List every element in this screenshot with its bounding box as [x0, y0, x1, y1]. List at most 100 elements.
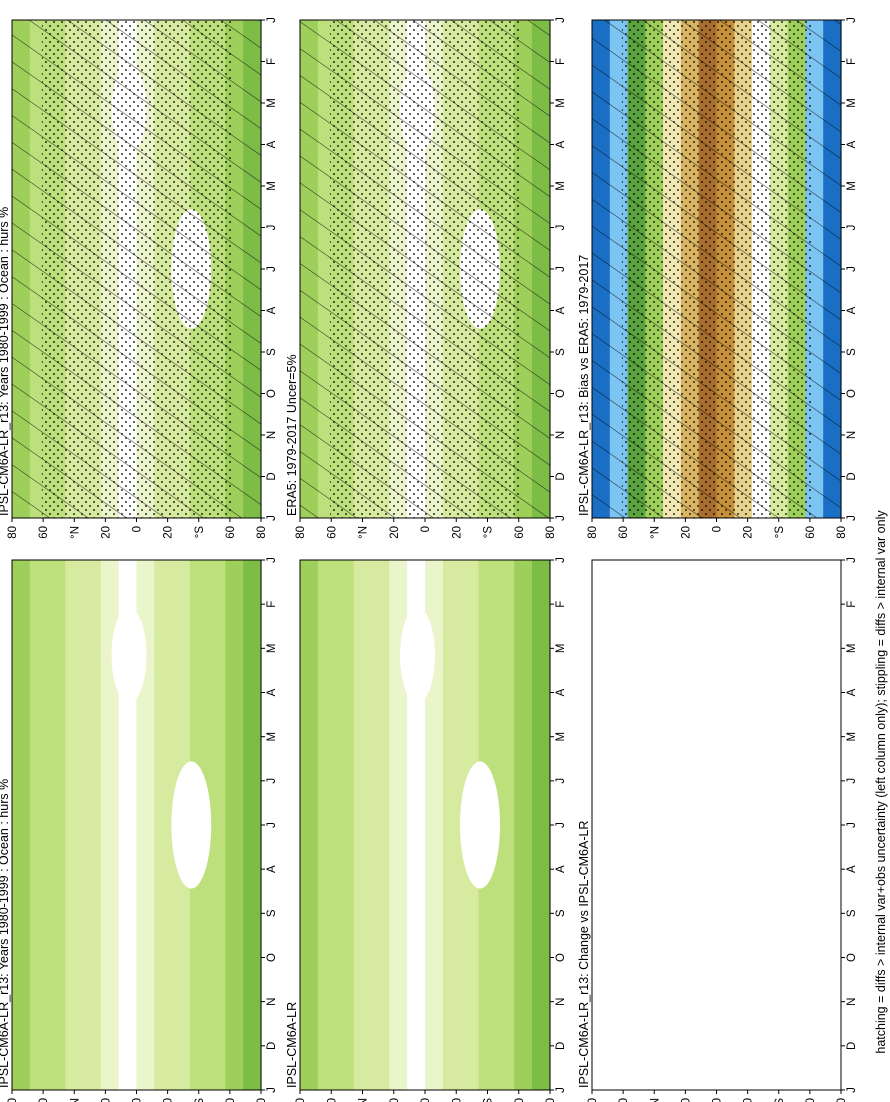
x-tick-label: N — [846, 431, 858, 439]
x-tick-label: M — [846, 732, 858, 742]
y-tick-label: 80 — [7, 1098, 19, 1102]
x-tick-label: S — [266, 348, 278, 356]
field-band — [716, 560, 735, 1090]
y-tick-label: 80 — [7, 526, 19, 539]
x-tick-label: M — [555, 98, 567, 108]
x-tick-label: O — [846, 953, 858, 962]
x-tick-label: J — [846, 778, 858, 784]
field-band — [317, 560, 337, 1090]
x-tick-label: J — [266, 266, 278, 272]
y-tick-label: °N — [358, 526, 370, 539]
field-band — [47, 560, 66, 1090]
x-tick-label: F — [555, 58, 567, 65]
x-tick-label: D — [555, 472, 567, 480]
panel-title: IPSL-CM6A-LR_r13: Years 1980-1999 : Ocea… — [0, 207, 11, 516]
x-tick-label: M — [266, 732, 278, 742]
x-tick-label: J — [266, 557, 278, 563]
y-tick-label: 80 — [256, 1098, 268, 1102]
x-tick-label: F — [555, 601, 567, 608]
x-tick-label: J — [846, 17, 858, 23]
y-tick-label: 80 — [836, 526, 848, 539]
panel-title: IPSL-CM6A-LR_r13: Change vs IPSL-CM6A-LR — [577, 821, 591, 1088]
x-tick-label: F — [266, 601, 278, 608]
field-band — [225, 560, 244, 1090]
x-tick-label: A — [266, 865, 278, 873]
y-tick-label: 0 — [712, 1098, 724, 1102]
field-band — [496, 560, 515, 1090]
x-tick-label: S — [555, 348, 567, 356]
y-tick-label: 60 — [618, 1098, 630, 1102]
x-tick-label: D — [266, 1042, 278, 1050]
y-tick-label: 80 — [256, 526, 268, 539]
x-tick-label: D — [846, 1042, 858, 1050]
field-band — [592, 560, 611, 1090]
field-band — [645, 560, 664, 1090]
x-tick-label: J — [846, 225, 858, 231]
y-tick-label: 0 — [132, 1098, 144, 1102]
y-tick-label: °S — [194, 1098, 206, 1102]
x-tick-label: M — [846, 98, 858, 108]
y-tick-label: 20 — [743, 526, 755, 539]
field-band — [335, 560, 355, 1090]
x-tick-label: J — [846, 557, 858, 563]
x-tick-label: M — [555, 181, 567, 191]
field-band — [243, 560, 262, 1090]
x-tick-label: S — [846, 909, 858, 917]
field-band — [425, 560, 444, 1090]
panel-title: IPSL-CM6A-LR — [285, 1002, 299, 1088]
y-tick-label: °N — [649, 526, 661, 539]
x-tick-label: N — [555, 998, 567, 1006]
x-tick-label: J — [555, 1087, 567, 1093]
x-tick-label: J — [846, 266, 858, 272]
x-tick-label: F — [846, 601, 858, 608]
field-band — [65, 560, 84, 1090]
x-tick-label: J — [266, 17, 278, 23]
x-tick-label: J — [555, 225, 567, 231]
field-band — [207, 560, 226, 1090]
field-band — [12, 560, 31, 1090]
x-tick-label: N — [266, 431, 278, 439]
x-tick-label: F — [846, 58, 858, 65]
panel-1: J F M A M J J A S O N D J 80 60 °N 20 0 20 °S 60 80 IPSL-CM6A-… — [0, 17, 278, 539]
y-tick-label: 20 — [389, 526, 401, 539]
y-tick-label: 60 — [805, 526, 817, 539]
panel-3: J F M A M J J A S O N D J 80 60 °N 20 0 20 °S 60 80 ERA5: 1979… — [285, 17, 567, 539]
y-tick-label: °S — [483, 526, 495, 539]
y-tick-label: 60 — [805, 1098, 817, 1102]
figure-caption: hatching = diffs > internal var+obs unce… — [874, 510, 888, 1054]
x-tick-label: J — [266, 778, 278, 784]
field-band — [100, 560, 120, 1090]
y-tick-label: °N — [69, 526, 81, 539]
x-tick-label: O — [555, 953, 567, 962]
field-band — [698, 560, 718, 1090]
x-tick-label: O — [846, 389, 858, 398]
field-band — [805, 560, 824, 1090]
field-band — [627, 560, 646, 1090]
y-tick-label: 0 — [420, 526, 432, 532]
field-band — [680, 560, 700, 1090]
x-tick-label: J — [555, 266, 567, 272]
field-blob — [460, 761, 500, 889]
field-band — [609, 560, 629, 1090]
field-band — [353, 560, 373, 1090]
field-band — [442, 560, 462, 1090]
panel-title: IPSL-CM6A-LR_r13: Bias vs ERA5: 1979-201… — [577, 255, 591, 516]
panel-6: J F M A M J J A S O N D J 80 60 °N 20 0 20 °S 60 80 IPSL-CM6A-… — [577, 557, 858, 1102]
x-tick-label: A — [846, 865, 858, 873]
y-tick-label: 60 — [225, 526, 237, 539]
y-tick-label: °S — [194, 526, 206, 539]
y-tick-label: 80 — [545, 1098, 557, 1102]
x-tick-label: S — [846, 348, 858, 356]
x-tick-label: D — [846, 472, 858, 480]
x-tick-label: N — [555, 431, 567, 439]
field-band — [83, 560, 102, 1090]
y-tick-label: 20 — [451, 526, 463, 539]
field-band — [663, 560, 682, 1090]
x-tick-label: M — [266, 181, 278, 191]
x-tick-label: A — [266, 140, 278, 148]
x-tick-label: M — [555, 644, 567, 654]
field-blob — [111, 607, 147, 704]
x-tick-label: D — [555, 1042, 567, 1050]
x-tick-label: D — [266, 472, 278, 480]
x-tick-label: J — [555, 778, 567, 784]
